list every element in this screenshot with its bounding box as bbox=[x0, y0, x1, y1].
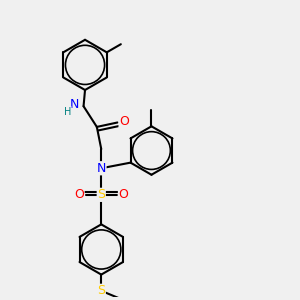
Text: O: O bbox=[74, 188, 84, 201]
Text: N: N bbox=[69, 98, 79, 111]
Text: N: N bbox=[97, 162, 106, 175]
Text: S: S bbox=[97, 188, 105, 201]
Text: O: O bbox=[118, 188, 128, 201]
Text: S: S bbox=[97, 284, 105, 297]
Text: H: H bbox=[64, 106, 71, 117]
Text: O: O bbox=[119, 115, 129, 128]
